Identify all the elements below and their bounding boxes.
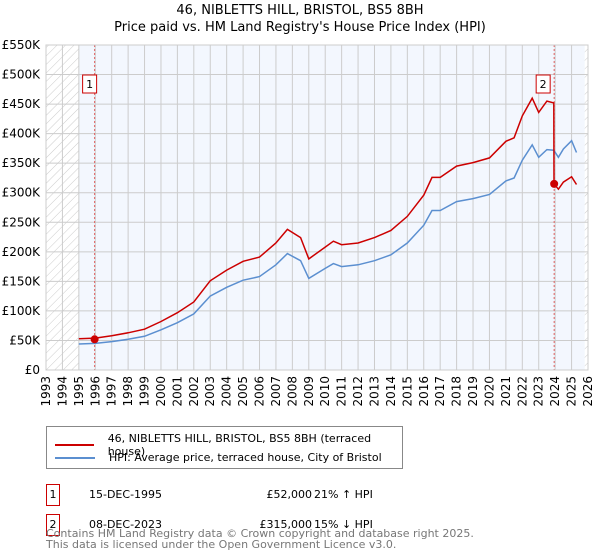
x-tick-label: 2010	[318, 376, 332, 407]
x-tick-label: 2018	[450, 376, 464, 407]
x-tick-label: 2021	[499, 376, 513, 407]
y-tick-label: £250K	[2, 215, 42, 229]
legend-label-property: 46, NIBLETTS HILL, BRISTOL, BS5 8BH (ter…	[107, 432, 372, 458]
legend: 46, NIBLETTS HILL, BRISTOL, BS5 8BH (ter…	[46, 426, 403, 469]
x-tick-label: 2008	[285, 376, 299, 407]
x-tick-label: 1993	[39, 376, 53, 407]
x-tick-label: 2023	[532, 376, 546, 407]
price-chart: 1993 1994 1995 1996 1997 1998 1999 2000 2001 2002…	[2, 38, 595, 407]
footer-line-2: This data is licensed under the Open Gov…	[46, 538, 397, 551]
y-tick-label: £450K	[2, 97, 42, 111]
sale-marker-label: 2	[46, 514, 60, 536]
x-tick-label: 1998	[121, 376, 135, 407]
y-tick-label: £150K	[2, 274, 42, 288]
x-tick-label: 1994	[55, 376, 69, 407]
sale-marker-box	[535, 74, 551, 94]
x-tick-label: 2001	[170, 376, 184, 407]
footer-line-1: Contains HM Land Registry data © Crown c…	[46, 527, 474, 540]
x-tick-label: 1995	[72, 376, 86, 407]
x-tick-label: 2003	[203, 376, 217, 407]
sale-point	[90, 335, 99, 344]
chart-title: 46, NIBLETTS HILL, BRISTOL, BS5 8BH	[176, 3, 424, 18]
x-tick-label: 2013	[367, 376, 381, 407]
y-tick-label: £0	[25, 363, 40, 377]
sale-point	[550, 179, 559, 188]
x-tick-label: 2025	[565, 376, 579, 407]
sale-marker-label: 2	[540, 78, 547, 91]
y-tick-label: £500K	[2, 68, 42, 82]
footer: Contains HM Land Registry data © Crown c…	[46, 528, 474, 550]
sale-marker-box	[82, 74, 98, 94]
x-tick-label: 2022	[515, 376, 529, 407]
x-tick-label: 2015	[400, 376, 414, 407]
x-tick-label: 2007	[269, 376, 283, 407]
y-tick-label: £100K	[2, 304, 42, 318]
x-tick-label: 2006	[253, 376, 267, 407]
y-tick-label: £550K	[2, 38, 42, 52]
sale-marker-label: 1	[86, 78, 93, 91]
x-tick-label: 2026	[581, 376, 595, 407]
sale-date: 15-DEC-1995	[89, 488, 163, 501]
legend-label-hpi: HPI: Average price, terraced house, City…	[109, 451, 382, 464]
x-tick-label: 2019	[466, 376, 480, 407]
chart-subtitle: Price paid vs. HM Land Registry's House …	[114, 20, 486, 35]
x-tick-label: 2005	[236, 376, 250, 407]
y-tick-label: £350K	[2, 156, 42, 170]
x-tick-label: 2002	[187, 376, 201, 407]
x-tick-label: 2000	[154, 376, 168, 407]
sale-price: £52,000	[266, 488, 313, 501]
x-tick-label: 2012	[351, 376, 365, 407]
x-tick-label: 2004	[220, 376, 234, 407]
post-data-hatch	[584, 45, 588, 370]
x-tick-label: 1999	[138, 376, 152, 407]
x-tick-label: 2009	[302, 376, 316, 407]
sale-date: 08-DEC-2023	[89, 518, 163, 531]
sale-marker-label: 1	[46, 484, 60, 506]
x-tick-label: 2017	[433, 376, 447, 407]
series-line-hpi	[78, 139, 578, 345]
x-tick-label: 1997	[105, 376, 119, 407]
x-tick-label: 2024	[548, 376, 562, 407]
x-tick-label: 1996	[88, 376, 102, 407]
x-tick-label: 2016	[417, 376, 431, 407]
x-tick-label: 2020	[482, 376, 496, 407]
y-tick-label: £200K	[2, 245, 42, 259]
sale-hpi-diff: 15% ↓ HPI	[314, 518, 373, 531]
data-period-shading	[78, 45, 585, 370]
sale-price: £315,000	[259, 518, 313, 531]
y-tick-label: £400K	[2, 127, 42, 141]
y-tick-label: £50K	[9, 333, 41, 347]
series-line-property	[78, 96, 578, 340]
y-tick-label: £300K	[2, 186, 42, 200]
plot-border	[45, 44, 589, 371]
x-tick-label: 2014	[384, 376, 398, 407]
legend-swatch-hpi	[55, 456, 95, 459]
sale-hpi-diff: 21% ↑ HPI	[314, 488, 373, 501]
x-tick-label: 2011	[335, 376, 349, 407]
legend-swatch-property	[55, 444, 94, 446]
